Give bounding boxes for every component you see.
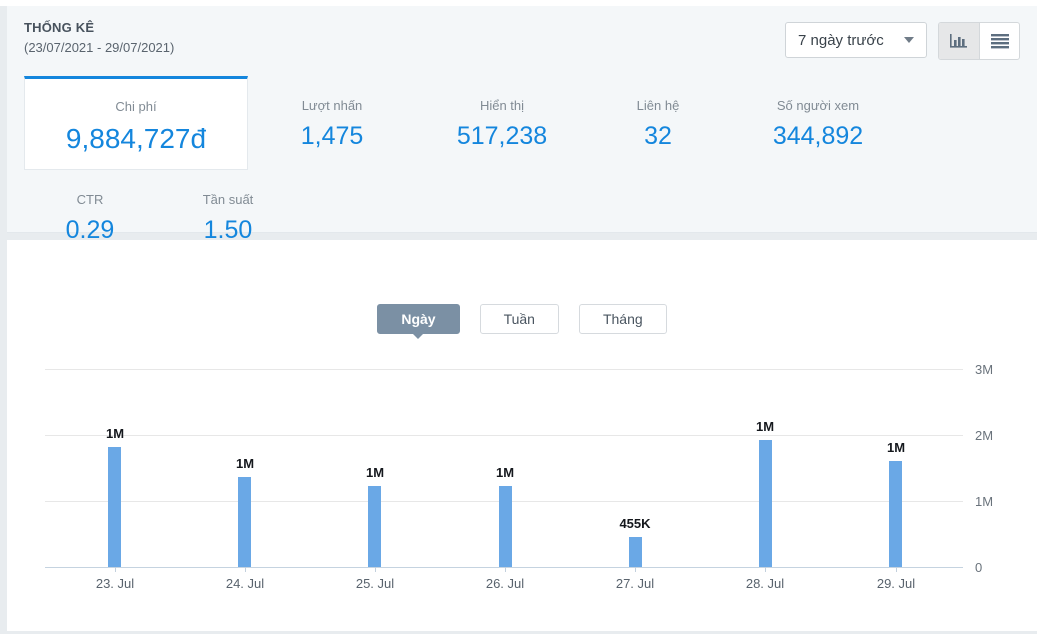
- x-axis-category-label: 28. Jul: [745, 576, 785, 591]
- x-axis-line: [45, 567, 963, 568]
- stat-value: 0.29: [65, 216, 115, 244]
- x-axis-category-label: 23. Jul: [95, 576, 135, 591]
- stats-row-1: Chi phí 9,884,727đ Lượt nhấn 1,475 Hiển thị 5…: [24, 76, 908, 170]
- period-dropdown-value: 7 ngày trước: [798, 31, 884, 49]
- stat-label: Chi phí: [115, 99, 157, 114]
- stat-tab-tan-suat[interactable]: Tần suất 1.50: [156, 170, 300, 245]
- list-icon: [990, 34, 1009, 49]
- stat-tab-luot-nhan[interactable]: Lượt nhấn 1,475: [248, 76, 416, 170]
- chart-panel: Ngày Tuần Tháng 3M 2M 1M 0 1M 23. Jul 1M 24. Jul 1…: [7, 240, 1037, 631]
- x-axis-tick: [896, 567, 897, 572]
- stat-value: 1.50: [203, 216, 253, 244]
- bar-28-jul[interactable]: [759, 440, 772, 567]
- stats-row-2: CTR 0.29 Tần suất 1.50: [24, 170, 300, 245]
- stat-label: Số người xem: [776, 98, 860, 113]
- bar-value-label: 1M: [235, 456, 255, 471]
- x-axis-tick: [115, 567, 116, 572]
- bar-value-label: 1M: [495, 465, 515, 480]
- bar-chart-icon: [950, 34, 967, 48]
- y-axis-tick-label: 1M: [975, 494, 994, 509]
- bar-24-jul[interactable]: [238, 477, 251, 567]
- bar-23-jul[interactable]: [108, 447, 121, 567]
- stat-label: CTR: [76, 192, 104, 207]
- period-button-thang[interactable]: Tháng: [578, 304, 667, 334]
- stat-tab-lien-he[interactable]: Liên hệ 32: [588, 76, 728, 170]
- x-axis-category-label: 29. Jul: [876, 576, 916, 591]
- stat-value: 32: [644, 122, 672, 150]
- x-axis-tick: [765, 567, 766, 572]
- period-button-ngay[interactable]: Ngày: [377, 304, 460, 339]
- stat-label: Lượt nhấn: [301, 98, 363, 113]
- stat-value: 517,238: [456, 122, 548, 150]
- stat-value: 344,892: [772, 122, 864, 150]
- stat-tab-ctr[interactable]: CTR 0.29: [24, 170, 156, 245]
- view-toggle-group: [938, 22, 1020, 60]
- bar-value-label: 1M: [755, 419, 775, 434]
- period-button-tuan[interactable]: Tuần: [479, 304, 559, 334]
- y-axis-tick-label: 2M: [975, 428, 994, 443]
- chevron-down-icon: [904, 37, 914, 43]
- chart-view-button[interactable]: [939, 23, 979, 59]
- stat-value: 1,475: [300, 122, 364, 150]
- page-top-strip: [0, 0, 1037, 6]
- page-title: THỐNG KÊ: [24, 20, 95, 35]
- bar-25-jul[interactable]: [368, 486, 381, 567]
- x-axis-category-label: 25. Jul: [355, 576, 395, 591]
- x-axis-tick: [245, 567, 246, 572]
- stat-label: Liên hệ: [636, 98, 680, 113]
- bar-value-label: 1M: [105, 426, 125, 441]
- bar-value-label: 455K: [619, 516, 651, 531]
- bar-26-jul[interactable]: [499, 486, 512, 567]
- x-axis-tick: [635, 567, 636, 572]
- bar-chart: 3M 2M 1M 0 1M 23. Jul 1M 24. Jul 1M 25. Jul 1M 26. …: [7, 240, 1037, 631]
- stat-label: Tần suất: [202, 192, 254, 207]
- bar-29-jul[interactable]: [889, 461, 902, 567]
- x-axis-tick: [375, 567, 376, 572]
- stat-label: Hiển thị: [479, 98, 525, 113]
- y-axis-tick-label: 0: [975, 560, 983, 575]
- gridline: [45, 369, 963, 370]
- stat-tab-chi-phi[interactable]: Chi phí 9,884,727đ: [24, 76, 248, 170]
- x-axis-category-label: 24. Jul: [225, 576, 265, 591]
- date-range: (23/07/2021 - 29/07/2021): [24, 40, 175, 55]
- list-view-button[interactable]: [979, 23, 1019, 59]
- bar-27-jul[interactable]: [629, 537, 642, 567]
- x-axis-category-label: 27. Jul: [615, 576, 655, 591]
- bar-value-label: 1M: [886, 440, 906, 455]
- x-axis-tick: [505, 567, 506, 572]
- stat-tab-so-nguoi-xem[interactable]: Số người xem 344,892: [728, 76, 908, 170]
- x-axis-category-label: 26. Jul: [485, 576, 525, 591]
- stat-value: 9,884,727đ: [65, 123, 207, 154]
- stats-panel: THỐNG KÊ (23/07/2021 - 29/07/2021) 7 ngà…: [7, 6, 1037, 244]
- stat-tab-hien-thi[interactable]: Hiển thị 517,238: [416, 76, 588, 170]
- bar-value-label: 1M: [365, 465, 385, 480]
- gridline: [45, 435, 963, 436]
- y-axis-tick-label: 3M: [975, 362, 994, 377]
- period-dropdown[interactable]: 7 ngày trước: [785, 22, 927, 58]
- period-button-group: Ngày Tuần Tháng: [7, 304, 1037, 339]
